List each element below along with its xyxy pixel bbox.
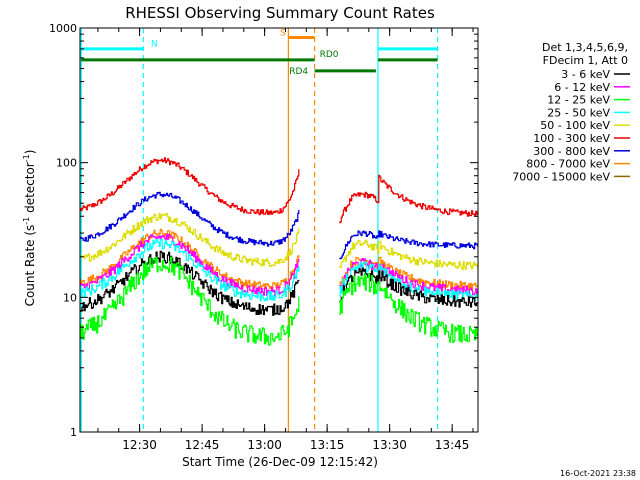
y-axis-label-sup: -1 <box>22 217 31 225</box>
series-line <box>339 273 479 343</box>
timestamp-label: 16-Oct-2021 23:38 <box>560 469 636 478</box>
flag-label: S <box>280 28 286 38</box>
y-tick-label: 100 <box>56 157 77 170</box>
legend-entry-label: 3 - 6 keV <box>561 68 610 81</box>
chart-title: RHESSI Observing Summary Count Rates <box>125 4 435 22</box>
x-tick-label: 13:00 <box>247 438 282 452</box>
legend-entry-label: 50 - 100 keV <box>540 119 610 132</box>
x-tick-label: 12:30 <box>122 438 157 452</box>
legend-entry-label: 300 - 800 keV <box>533 145 610 158</box>
flag-label: N <box>151 39 158 49</box>
series-line <box>339 174 479 224</box>
series-line <box>80 238 300 302</box>
legend-entry-label: 12 - 25 keV <box>547 94 610 107</box>
flag-label: RD0 <box>320 50 339 60</box>
y-axis-label-part: ) <box>23 150 37 155</box>
series-line <box>80 256 300 346</box>
legend-entry-label: 7000 - 15000 keV <box>512 170 610 183</box>
series-line <box>339 258 479 296</box>
y-tick-label: 1 <box>70 426 77 439</box>
series-line <box>80 157 300 216</box>
x-tick-label: 13:45 <box>435 438 470 452</box>
legend-entry-label: 25 - 50 keV <box>547 106 610 119</box>
series-line <box>339 239 479 270</box>
y-axis-label: Count Rate (s-1 detector-1) <box>22 150 37 307</box>
legend-entry-label: 100 - 300 keV <box>533 132 610 145</box>
series-line <box>80 191 300 247</box>
flag-label: RD4 <box>289 67 308 77</box>
y-tick-label: 10 <box>63 291 77 304</box>
series-line <box>80 250 300 316</box>
x-tick-label: 13:15 <box>310 438 345 452</box>
x-tick-label: 12:45 <box>185 438 220 452</box>
y-axis-label-part: Count Rate (s <box>23 225 37 307</box>
y-tick-label: 1000 <box>49 22 77 35</box>
y-axis-label-part: detector <box>23 162 37 217</box>
series-line <box>80 212 300 267</box>
plot-area: N S RD0 RD4 1 10 100 1000 12:30 12:45 13:00 13:15 13… <box>49 22 479 452</box>
x-tick-label: 13:30 <box>372 438 407 452</box>
x-axis-label: Start Time (26-Dec-09 12:15:42) <box>182 455 378 469</box>
legend-header: FDecim 1, Att 0 <box>543 54 628 67</box>
y-axis-label-sup: -1 <box>22 154 31 162</box>
series-line <box>339 230 479 260</box>
legend-header: Det 1,3,4,5,6,9, <box>542 41 628 54</box>
plot-frame <box>79 27 479 433</box>
legend: Det 1,3,4,5,6,9, FDecim 1, Att 0 3 - 6 k… <box>512 41 630 183</box>
series-line <box>339 267 479 308</box>
series-line <box>80 233 300 297</box>
legend-entry-label: 6 - 12 keV <box>554 81 610 94</box>
legend-entry-label: 800 - 7000 keV <box>526 158 610 171</box>
